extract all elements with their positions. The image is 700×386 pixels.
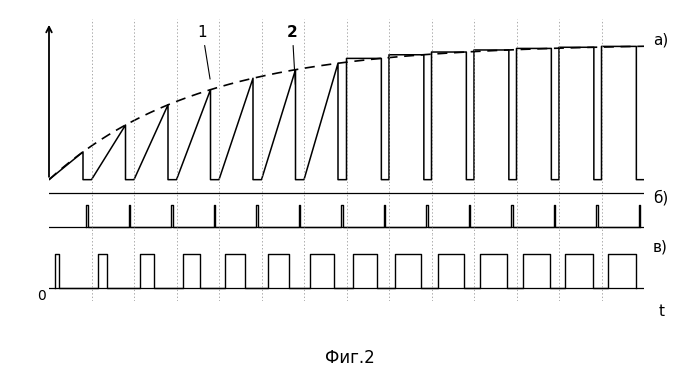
Text: б): б) (653, 190, 668, 206)
Text: t: t (659, 305, 665, 320)
Text: Фиг.2: Фиг.2 (325, 349, 375, 367)
Text: 2: 2 (287, 25, 298, 85)
Text: а): а) (653, 33, 668, 48)
Text: 1: 1 (198, 25, 210, 79)
Text: 0: 0 (37, 289, 46, 303)
Text: в): в) (653, 240, 668, 254)
